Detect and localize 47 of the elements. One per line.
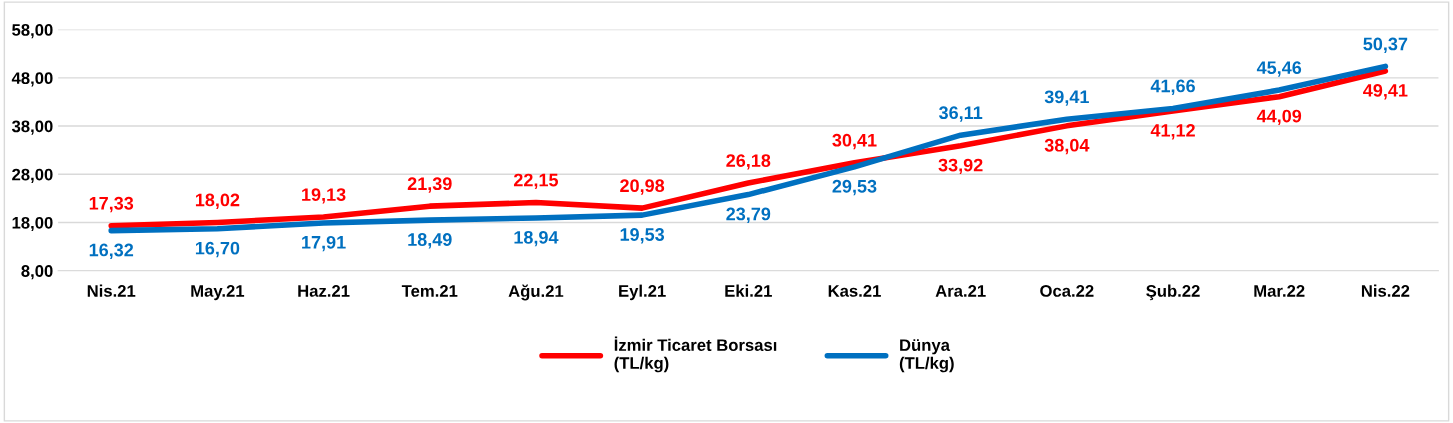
data-label: 45,46 [1256, 61, 1302, 77]
data-label: 19,13 [302, 188, 346, 204]
x-tick-label: Haz.21 [298, 285, 350, 297]
x-tick-label: Eki.21 [725, 284, 772, 297]
y-tick-label: 58,00 [12, 24, 53, 39]
x-tick-label: Tem.21 [401, 285, 458, 297]
data-label: 17,91 [302, 235, 346, 252]
x-tick-label: Ağu.21 [508, 284, 564, 301]
data-label: 22,15 [513, 173, 559, 190]
y-tick-label: 48,00 [11, 72, 53, 87]
legend-label: Dünya (TL/kg) [899, 339, 954, 373]
x-tick-label: May.21 [191, 285, 245, 301]
data-label: 39,41 [1044, 90, 1089, 106]
data-label: 17,33 [89, 196, 134, 213]
data-label: 19,53 [620, 228, 665, 244]
x-tick-label: Oca.22 [1040, 285, 1094, 297]
data-label: 50,37 [1363, 37, 1408, 53]
data-label: 18,02 [195, 193, 240, 209]
data-label: 26,18 [726, 154, 771, 170]
data-label: 33,92 [938, 158, 983, 175]
data-label: 29,53 [832, 179, 877, 196]
y-tick-label: 28,00 [12, 168, 53, 183]
x-tick-label: Mar.22 [1254, 285, 1305, 297]
data-label: 18,94 [514, 230, 559, 247]
data-label: 49,41 [1363, 84, 1408, 100]
data-label: 36,11 [938, 106, 983, 122]
x-tick-label: Şub.22 [1146, 284, 1200, 301]
legend-label: İzmir Ticaret Borsası (TL/kg) [614, 336, 777, 373]
data-label: 44,09 [1256, 109, 1302, 126]
data-label: 41,66 [1150, 79, 1195, 95]
data-label: 21,39 [407, 177, 452, 193]
data-label: 16,70 [195, 241, 240, 258]
data-label: 16,32 [89, 243, 134, 259]
data-label: 23,79 [726, 207, 771, 223]
y-tick-label: 18,00 [12, 216, 53, 232]
x-tick-label: Nis.22 [1361, 284, 1410, 297]
y-tick-label: 8,00 [21, 265, 53, 280]
data-label: 38,04 [1044, 138, 1090, 155]
x-tick-label: Nis.21 [87, 284, 136, 297]
data-label: 20,98 [620, 179, 665, 195]
data-label: 18,49 [408, 233, 452, 249]
y-tick-label: 38,00 [11, 120, 53, 135]
data-label: 30,41 [832, 133, 877, 150]
x-tick-label: Ara.21 [935, 285, 986, 297]
x-tick-label: Eyl.21 [619, 284, 666, 301]
x-tick-label: Kas.21 [828, 285, 881, 297]
data-label: 41,12 [1150, 123, 1195, 140]
